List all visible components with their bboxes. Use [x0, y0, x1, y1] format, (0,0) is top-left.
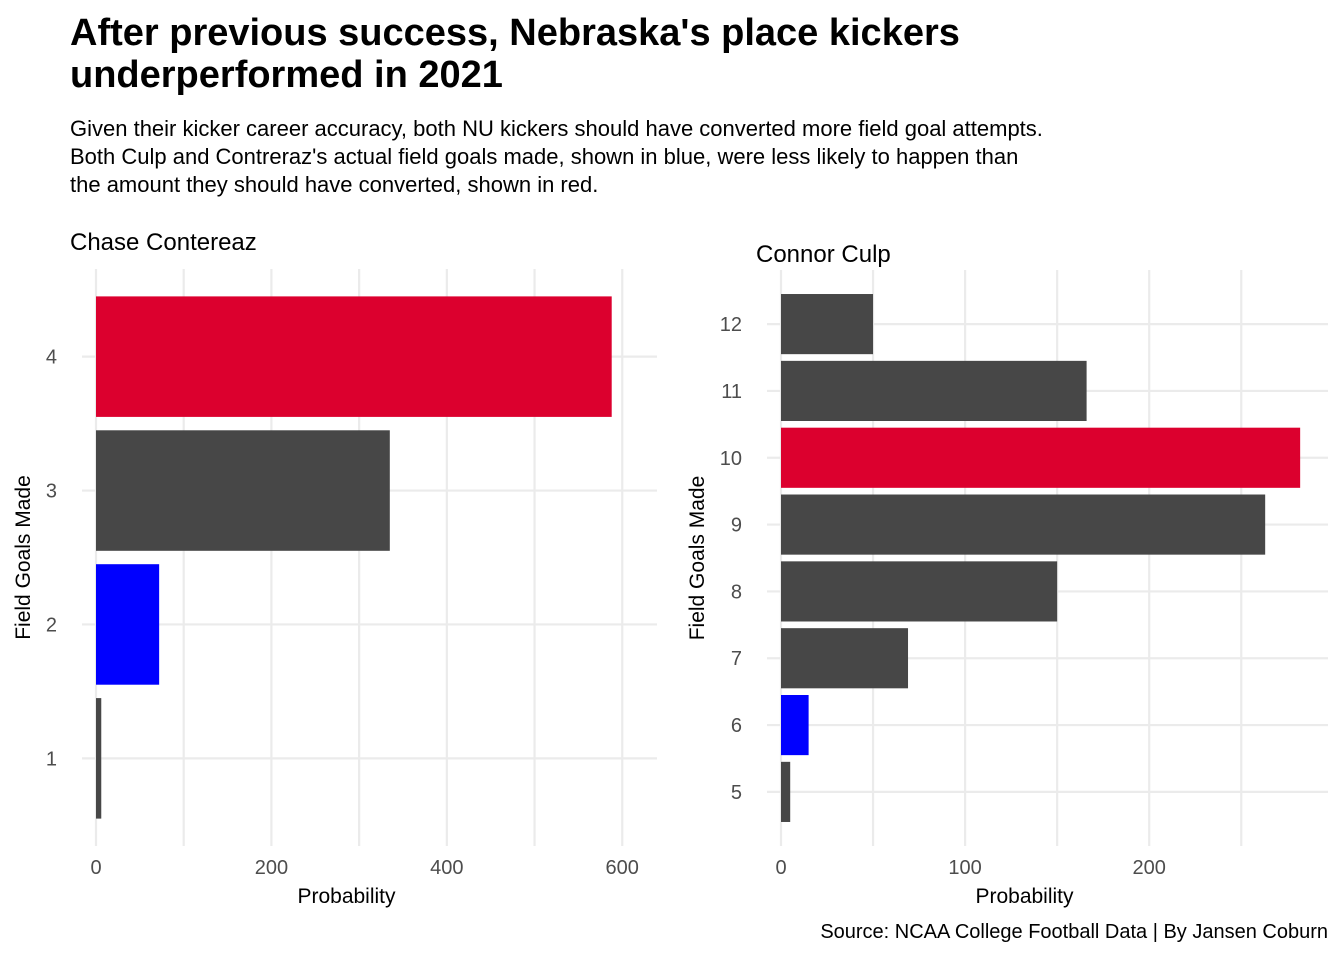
panel-connor-culp: 5 6 7 8 9 10 11 12 0 100 200 Probability Field Goals…: [686, 241, 1328, 908]
bar-connor-culp-11: [781, 360, 1087, 421]
chart-title: After previous success, Nebraska's place…: [70, 12, 960, 96]
x-tick-label: 0: [775, 857, 786, 879]
bar-chase-contereaz-3: [96, 430, 390, 551]
y-axis-label: Field Goals Made: [686, 476, 709, 641]
y-tick-label: 4: [46, 347, 57, 369]
bar-connor-culp-5: [781, 761, 791, 822]
chart-caption: Source: NCAA College Football Data | By …: [820, 921, 1328, 943]
bar-connor-culp-12: [781, 294, 874, 355]
y-tick-label: 7: [731, 648, 742, 670]
y-tick-label: 5: [731, 782, 742, 804]
chart-subtitle: Given their kicker career accuracy, both…: [70, 115, 1320, 199]
y-tick-label: 6: [731, 715, 742, 737]
bar-connor-culp-9: [781, 494, 1266, 555]
y-tick-label: 2: [46, 614, 57, 636]
panel-title: Chase Contereaz: [70, 229, 257, 256]
y-tick-label: 3: [46, 481, 57, 503]
y-tick-label: 12: [720, 314, 742, 336]
bar-connor-culp-8: [781, 561, 1058, 622]
panel-chase-contereaz: 1 2 3 4 0 200 400 600 Probability Field Goals Mad…: [12, 229, 657, 908]
y-tick-label: 1: [46, 748, 57, 770]
y-axis-label: Field Goals Made: [12, 475, 35, 640]
x-tick-label: 200: [1133, 857, 1166, 879]
bar-chase-contereaz-2: [96, 564, 160, 685]
x-axis-label: Probability: [297, 885, 396, 908]
bar-connor-culp-6: [781, 695, 809, 756]
y-tick-label: 9: [731, 515, 742, 537]
x-tick-label: 600: [606, 857, 639, 879]
y-tick-label: 8: [731, 581, 742, 603]
bar-chase-contereaz-4: [96, 296, 612, 417]
bar-connor-culp-7: [781, 628, 909, 689]
x-tick-label: 400: [430, 857, 463, 879]
x-tick-label: 200: [255, 857, 288, 879]
panel-title: Connor Culp: [756, 241, 891, 268]
x-axis-label: Probability: [975, 885, 1074, 908]
x-tick-label: 0: [90, 857, 101, 879]
x-tick-label: 100: [948, 857, 981, 879]
subtitle-line-2: Both Culp and Contreraz's actual field g…: [70, 144, 1019, 169]
y-tick-label: 11: [721, 381, 742, 403]
subtitle-line-1: Given their kicker career accuracy, both…: [70, 116, 1043, 141]
bar-connor-culp-10: [781, 427, 1301, 488]
subtitle-line-3: the amount they should have converted, s…: [70, 172, 599, 197]
y-tick-label: 10: [720, 448, 742, 470]
bar-chase-contereaz-1: [96, 698, 102, 819]
